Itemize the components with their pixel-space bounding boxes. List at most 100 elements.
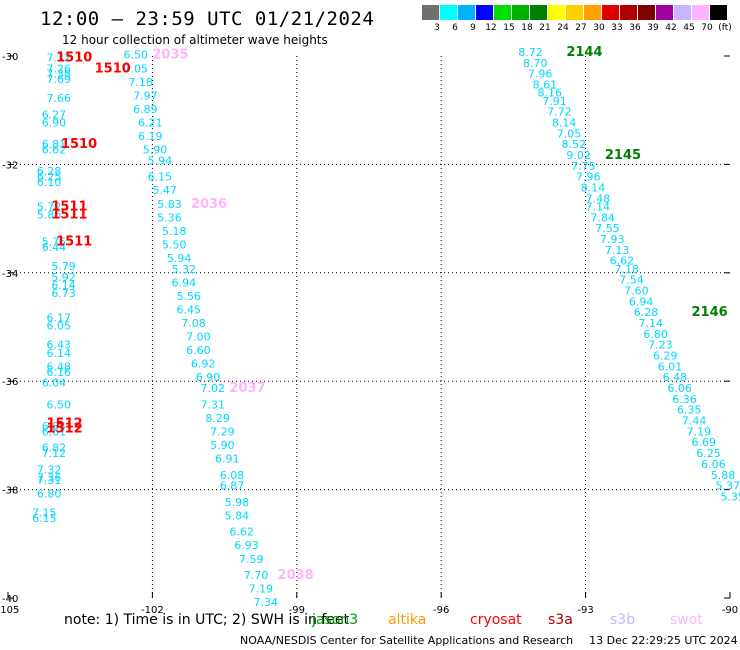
- wave-height-point: 6.92: [191, 358, 216, 371]
- color-swatch: [584, 5, 601, 20]
- wave-height-point: 6.15: [32, 512, 57, 525]
- wave-height-point: 6.87: [220, 480, 245, 493]
- wave-height-point: 7.18: [614, 263, 639, 276]
- color-scale-label: 33: [611, 23, 623, 33]
- wave-height-point: 6.80: [643, 328, 668, 341]
- wave-height-point: 6.69: [691, 436, 716, 449]
- wave-height-point: 7.15: [32, 507, 57, 520]
- wave-height-point: 8.14: [581, 182, 606, 195]
- wave-height-point: 6.93: [234, 539, 259, 552]
- wave-height-point: 7.72: [547, 106, 572, 119]
- wave-height-point: 6.43: [47, 339, 72, 352]
- satellite-legend-cryosat: cryosat: [470, 612, 522, 628]
- pass-time-label: 2145: [605, 148, 641, 163]
- color-scale-label: 27: [575, 23, 587, 33]
- color-scale-label: 24: [557, 23, 569, 33]
- wave-height-point: 7.34: [253, 596, 277, 609]
- wave-height-point: 7.23: [648, 339, 673, 352]
- wave-height-point: 8.16: [537, 87, 562, 100]
- wave-height-point: 5.98: [225, 496, 250, 509]
- wave-height-point: 8.61: [533, 79, 558, 92]
- pass-time-label: 1510: [61, 137, 97, 152]
- wave-height-point: 7.05: [124, 62, 148, 75]
- wave-height-point: 8.52: [562, 138, 587, 151]
- color-swatch: [656, 5, 673, 20]
- wave-height-point: 7.14: [586, 200, 611, 213]
- y-tick-label: -34: [2, 269, 18, 280]
- wave-height-point: 8.72: [518, 46, 543, 59]
- wave-height-point: 7.05: [557, 127, 582, 140]
- wave-height-point: 7.54: [619, 274, 644, 287]
- wave-height-point: 7.31: [37, 474, 62, 487]
- color-swatch: [566, 5, 583, 20]
- wave-height-point: 7.69: [47, 73, 72, 86]
- color-scale-label: 6: [452, 23, 458, 33]
- color-swatch: [710, 5, 727, 20]
- x-tick-label: -99: [289, 605, 305, 616]
- wave-height-point: 5.94: [167, 252, 192, 265]
- footer: NOAA/NESDIS Center for Satellite Applica…: [240, 634, 738, 647]
- x-tick-label: -93: [577, 605, 593, 616]
- wave-height-point: 7.48: [586, 192, 611, 205]
- color-scale-label: 3: [434, 23, 440, 33]
- wave-height-point: 9.02: [566, 149, 591, 162]
- wave-height-point: 6.27: [42, 108, 66, 121]
- wave-height-point: 6.60: [186, 344, 211, 357]
- satellite-legend-s3b: s3b: [610, 612, 636, 628]
- pass-time-label: 2038: [278, 568, 314, 583]
- pass-time-label: 1511: [51, 208, 87, 223]
- color-scale-label: 12: [485, 23, 497, 33]
- wave-height-point: 6.45: [176, 303, 201, 316]
- wave-height-point: 6.81: [42, 138, 66, 151]
- pass-time-label: 1511: [51, 199, 87, 214]
- wave-height-point: 6.80: [37, 488, 62, 501]
- wave-height-point: 6.08: [220, 469, 245, 482]
- wave-height-point: 6.06: [667, 382, 692, 395]
- wave-height-point: 8.70: [523, 57, 548, 70]
- wave-height-point: 6.36: [672, 393, 697, 406]
- wave-height-point: 7.36: [37, 471, 62, 484]
- chart-subtitle: 12 hour collection of altimeter wave hei…: [62, 33, 328, 47]
- wave-height-point: 7.29: [210, 425, 235, 438]
- wave-height-point: 6.91: [215, 453, 240, 466]
- x-tick-label: -102: [141, 605, 164, 616]
- wave-height-point: 5.47: [152, 184, 177, 197]
- pass-time-label: 2036: [191, 197, 227, 212]
- pass-time-label: 2146: [691, 305, 727, 320]
- wave-height-point: 5.50: [162, 238, 187, 251]
- wave-height-point: 7.60: [624, 284, 649, 297]
- pass-time-label: 2144: [566, 45, 602, 60]
- pass-time-label: 2037: [229, 381, 265, 396]
- color-scale-label: 21: [539, 23, 551, 33]
- wave-height-point: 5.18: [162, 225, 187, 238]
- wave-height-point: 7.13: [605, 244, 630, 257]
- wave-height-point: 6.28: [37, 165, 62, 178]
- wave-height-point: 7.59: [239, 553, 263, 566]
- wave-height-point: 6.61: [42, 425, 66, 438]
- wave-height-point: 6.10: [37, 176, 62, 189]
- wave-height-point: 6.50: [124, 49, 148, 62]
- wave-height-point: 6.15: [148, 171, 173, 184]
- y-tick-label: -30: [2, 52, 18, 63]
- color-swatch: [620, 5, 637, 20]
- wave-height-point: 5.32: [172, 263, 197, 276]
- wave-height-point: 7.96: [576, 171, 601, 184]
- wave-height-point: 6.90: [42, 116, 66, 129]
- color-scale-label: 15: [503, 23, 515, 33]
- wave-height-point: 7.14: [639, 317, 664, 330]
- wave-height-point: 7.12: [42, 447, 66, 460]
- color-swatch: [548, 5, 565, 20]
- color-scale-label: 70: [701, 23, 713, 33]
- wave-height-point: 6.62: [229, 526, 254, 539]
- pass-time-label: 2035: [152, 48, 188, 63]
- y-tick-label: -40: [2, 594, 18, 605]
- wave-height-point: 5.79: [51, 260, 76, 273]
- wave-height-point: 7.97: [133, 89, 158, 102]
- y-tick-label: -32: [2, 160, 18, 171]
- wave-height-point: 7.00: [186, 331, 211, 344]
- satellite-legend-s3a: s3a: [548, 612, 573, 628]
- chart-title: 12:00 – 23:59 UTC 01/21/2024: [40, 8, 375, 30]
- pass-time-label: 1510: [95, 61, 131, 76]
- wave-height-point: 7.75: [571, 160, 596, 173]
